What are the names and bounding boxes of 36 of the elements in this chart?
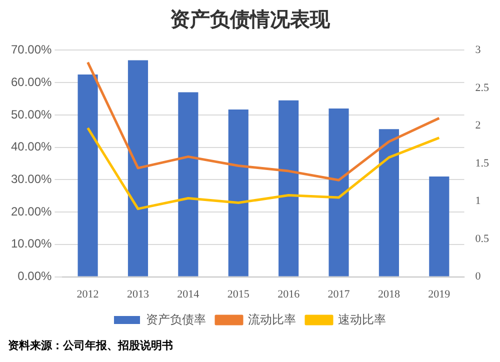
bar [228,109,248,276]
legend-label: 流动比率 [248,312,296,326]
y2-tick-label: 2.5 [475,82,490,94]
y2-tick-label: 3 [475,44,482,56]
y-tick-label: 0.00% [18,269,52,284]
bar [278,100,299,276]
text: 资料来源：公司年报、招股说明书 [8,338,173,353]
x-tick-label: 2013 [126,288,150,300]
legend-label: 速动比率 [338,312,386,326]
y-tick-label: 10.00% [10,236,52,251]
bar [178,92,198,276]
bar [78,74,98,276]
y-tick-label: 60.00% [10,74,52,89]
x-tick-label: 2015 [227,288,250,300]
y-tick-label: 30.00% [10,172,52,186]
y2-tick-label: 0 [475,270,482,283]
y-tick-label: 50.00% [10,107,52,122]
bar [328,108,349,276]
chart-title: 资产负债情况表现 [169,6,331,33]
y2-tick-label: 1.5 [475,157,490,170]
x-tick-label: 2016 [278,288,300,300]
x-tick-label: 2019 [428,288,451,300]
legend-label: 资产负债率 [146,312,206,326]
y2-tick-label: 0.5 [475,232,490,245]
y2-tick-label: 1 [475,195,481,208]
x-tick-label: 2014 [177,288,200,300]
x-tick-label: 2012 [76,288,99,300]
y-tick-label: 40.00% [10,140,52,154]
bar [378,129,399,276]
y-tick-label: 20.00% [10,204,52,218]
x-tick-label: 2017 [328,288,350,300]
bar [128,60,148,276]
bar [429,176,450,276]
x-tick-label: 2018 [378,288,400,300]
y2-tick-label: 2 [475,120,481,132]
y-tick-label: 70.00% [10,42,52,57]
